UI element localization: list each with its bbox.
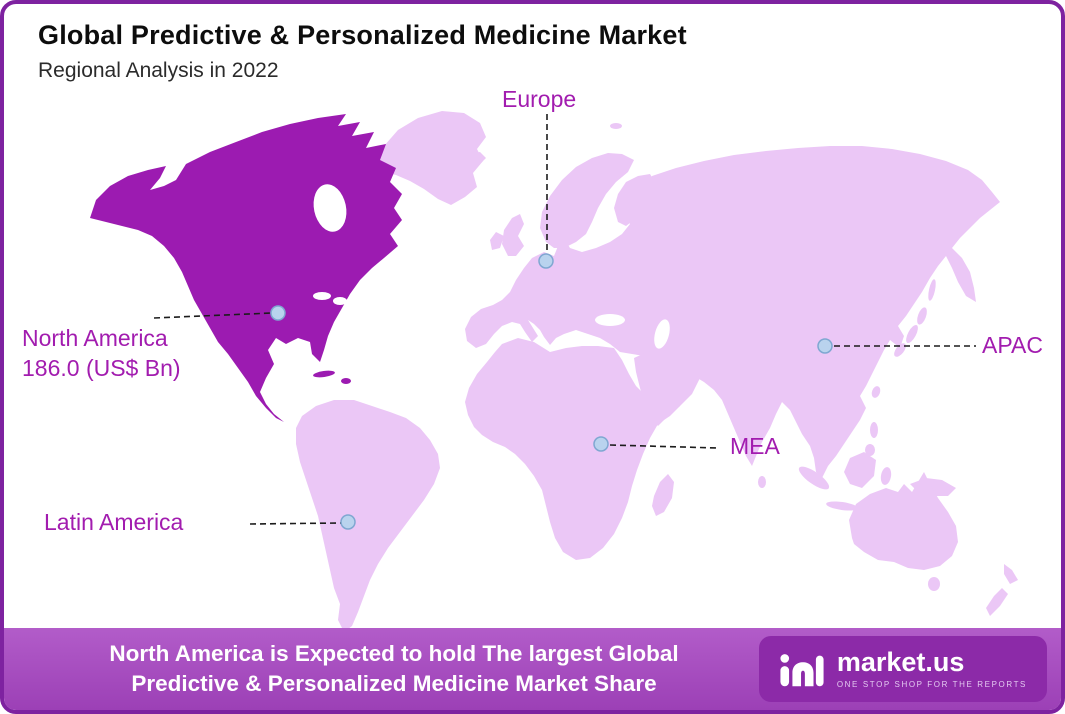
banner-line2: Predictive & Personalized Medicine Marke… <box>131 671 657 696</box>
label-europe: Europe <box>502 86 577 112</box>
island-borneo <box>844 452 876 488</box>
island-japan-south <box>894 343 906 357</box>
island-sumatra <box>798 466 830 490</box>
region-marker-apac <box>817 338 833 354</box>
island-iceland <box>462 152 486 166</box>
continent-south-america <box>296 400 440 632</box>
region-marker-north-america <box>270 305 286 321</box>
continent-africa <box>465 338 680 560</box>
island-tasmania <box>928 577 940 591</box>
footer-banner: North America is Expected to hold The la… <box>4 628 1061 710</box>
label-north-america-name: North America <box>22 325 168 351</box>
marketus-logo-name: market.us <box>836 647 965 677</box>
island-sri-lanka <box>758 476 766 488</box>
island-cuba <box>313 370 335 378</box>
island-great-britain <box>502 214 524 256</box>
label-north-america: North America 186.0 (US$ Bn) <box>22 324 181 384</box>
island-hispaniola <box>341 378 351 384</box>
marketus-logo-box: market.us ONE STOP SHOP FOR THE REPORTS <box>758 636 1047 702</box>
island-ireland <box>490 232 504 250</box>
region-marker-mea <box>593 436 609 452</box>
island-java <box>826 501 858 511</box>
marketus-logo-tagline: ONE STOP SHOP FOR THE REPORTS <box>836 680 1027 689</box>
island-new-zealand-south <box>986 588 1008 616</box>
great-lake-west <box>313 292 331 300</box>
island-sicily <box>527 345 535 351</box>
island-madagascar <box>652 474 674 516</box>
island-svalbard <box>610 123 622 129</box>
label-mea: MEA <box>730 433 780 459</box>
region-scandinavia <box>540 153 634 248</box>
header: Global Predictive & Personalized Medicin… <box>38 20 687 83</box>
great-lake-east <box>333 297 347 305</box>
world-map <box>90 111 1018 632</box>
banner-text: North America is Expected to hold The la… <box>44 639 744 700</box>
continent-eurasia <box>465 146 1000 478</box>
hudson-bay <box>313 184 347 232</box>
leader-line-latin-america <box>249 522 342 525</box>
label-north-america-value: 186.0 (US$ Bn) <box>22 354 181 381</box>
caspian-sea <box>654 319 670 349</box>
region-marker-europe <box>538 253 554 269</box>
marketus-logo-texts: market.us ONE STOP SHOP FOR THE REPORTS <box>836 647 1027 690</box>
leader-line-mea <box>609 444 719 449</box>
label-latin-america: Latin America <box>44 509 184 535</box>
continent-australia <box>849 472 958 570</box>
page-title: Global Predictive & Personalized Medicin… <box>38 20 687 50</box>
label-apac: APAC <box>982 332 1043 358</box>
island-sulawesi <box>880 467 892 485</box>
island-taiwan <box>871 386 881 398</box>
island-japan-main <box>906 324 918 344</box>
island-sakhalin <box>928 279 936 301</box>
continent-greenland <box>376 111 486 205</box>
island-philippines-north <box>870 422 878 438</box>
banner-line1: North America is Expected to hold The la… <box>109 640 679 666</box>
region-finland <box>614 174 656 226</box>
island-japan-north <box>917 307 927 325</box>
region-marker-latin-america <box>340 514 356 530</box>
marketus-logo-icon <box>780 654 824 687</box>
island-philippines-south <box>865 444 875 456</box>
island-hainan <box>848 406 856 414</box>
black-sea <box>595 314 625 326</box>
island-new-zealand-north <box>1004 564 1018 584</box>
page-subtitle: Regional Analysis in 2022 <box>38 59 279 82</box>
